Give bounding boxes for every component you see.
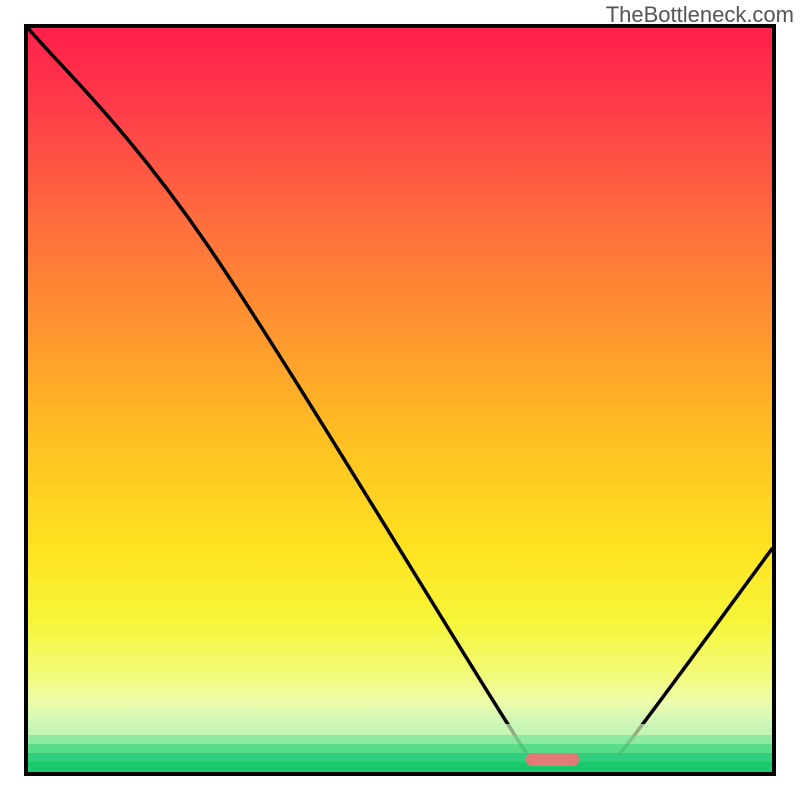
bottleneck-curve: [28, 28, 772, 776]
gradient-band-1: [28, 735, 772, 745]
chart-canvas: TheBottleneck.com: [0, 0, 800, 800]
curve-line: [28, 28, 772, 772]
optimum-marker: [526, 753, 578, 766]
gradient-band-3: [28, 753, 772, 762]
watermark-text: TheBottleneck.com: [606, 2, 794, 28]
plot-area: [24, 24, 776, 776]
gradient-band-0: [28, 724, 772, 735]
gradient-band-2: [28, 744, 772, 753]
gradient-band-4: [28, 762, 772, 772]
